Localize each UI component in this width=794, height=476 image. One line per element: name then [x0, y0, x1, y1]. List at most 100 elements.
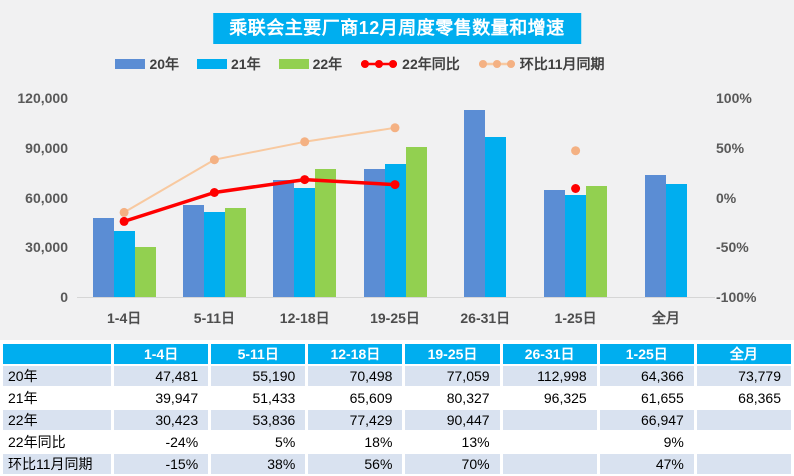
row-label: 22年同比 [3, 432, 111, 452]
table-cell: 80,327 [405, 388, 500, 408]
table-row-22年同比: 22年同比 -24% 5% 18% 13% 9% [3, 432, 791, 452]
green-series-swatch [278, 59, 309, 69]
table-header-cell: 12-18日 [308, 344, 403, 364]
x-axis-label: 12-18日 [279, 310, 330, 326]
blue-series-swatch [115, 59, 146, 69]
table-header-cell: 5-11日 [211, 344, 306, 364]
bar-21年-1-25日 [565, 194, 587, 297]
y-axis-left-tick: 90,000 [25, 139, 68, 156]
bar-20年-1-4日 [92, 218, 114, 297]
legend-item-22年同比: 22年同比 [360, 54, 460, 74]
table-cell: 30,423 [114, 410, 209, 430]
table-header-cell: 1-25日 [599, 344, 694, 364]
y-axis-right-tick: 50% [716, 139, 745, 156]
table-cell: 47,481 [114, 366, 209, 386]
table-header-cell: 26-31日 [502, 344, 597, 364]
x-axis-label: 26-31日 [460, 310, 511, 326]
chart-section: 乘联会主要厂商12月周度零售数量和增速 20年 21年 22年 22年同比 环比11月同… [0, 0, 794, 340]
table-cell: 73,779 [696, 366, 791, 386]
table-cell: 39,947 [114, 388, 209, 408]
x-axis-label: 1-25日 [554, 310, 597, 326]
row-label: 20年 [3, 366, 111, 386]
table-cell: 77,059 [405, 366, 500, 386]
red-line-swatch [361, 60, 398, 68]
y-axis-right-tick: -100% [716, 289, 757, 305]
table-cell: 65,609 [308, 388, 403, 408]
bar-20年-5-11日 [182, 205, 204, 297]
bar-21年-19-25日 [384, 163, 406, 297]
table-cell: 90,447 [405, 410, 500, 430]
table-header-cell: 19-25日 [405, 344, 500, 364]
y-axis-right-tick: 100% [716, 90, 752, 106]
table-cell [696, 410, 791, 430]
legend-item-20年: 20年 [115, 54, 179, 74]
table-row-环比11月同期: 环比11月同期 -15% 38% 56% 70% 47% [3, 454, 791, 474]
table-cell: 70% [405, 454, 500, 474]
y-axis-left-tick: 60,000 [25, 189, 68, 206]
bar-22年-1-4日 [134, 246, 156, 297]
bar-21年-5-11日 [203, 211, 225, 297]
peach-line-swatch [478, 60, 515, 68]
y-axis-right-tick: 0% [716, 189, 737, 206]
y-axis-left-tick: 30,000 [25, 239, 68, 256]
y-axis-right-tick: -50% [716, 239, 749, 256]
table-cell: 112,998 [502, 366, 597, 386]
bar-20年-12-18日 [273, 180, 295, 297]
table-cell [502, 432, 597, 452]
row-label: 22年 [3, 410, 111, 430]
table-cell: 9% [599, 432, 694, 452]
legend-label: 21年 [231, 56, 261, 72]
table-header-row: 1-4日 5-11日 12-18日 19-25日 26-31日 1-25日 全月 [3, 344, 791, 364]
table-cell: 96,325 [502, 388, 597, 408]
chart-legend: 20年 21年 22年 22年同比 环比11月同期 [0, 54, 720, 74]
table-cell: 5% [211, 432, 306, 452]
y-axis-left-tick: 0 [60, 289, 68, 305]
table-cell [696, 454, 791, 474]
data-table: 1-4日 5-11日 12-18日 19-25日 26-31日 1-25日 全月 20年 47… [0, 342, 794, 476]
bar-22年-19-25日 [405, 147, 427, 297]
table-cell: 47% [599, 454, 694, 474]
table-cell: 61,655 [599, 388, 694, 408]
table-row-21年: 21年 39,947 51,433 65,609 80,327 96,325 61,655 6… [3, 388, 791, 408]
table-header-cell [3, 344, 111, 364]
table-row-20年: 20年 47,481 55,190 70,498 77,059 112,998 64,366… [3, 366, 791, 386]
x-axis-label: 5-11日 [193, 310, 236, 326]
table-cell: 38% [211, 454, 306, 474]
bar-21年-1-4日 [113, 230, 135, 297]
x-axis-label: 1-4日 [107, 310, 142, 326]
table-cell: 77,429 [308, 410, 403, 430]
x-axis-line [77, 297, 715, 298]
table-header-cell: 1-4日 [114, 344, 209, 364]
table-cell: 55,190 [211, 366, 306, 386]
legend-label: 20年 [149, 56, 180, 72]
table-cell: 70,498 [308, 366, 403, 386]
table-cell [696, 432, 791, 452]
bar-20年-1-25日 [544, 190, 566, 297]
y-axis-left-tick: 120,000 [17, 90, 68, 106]
table-cell [502, 410, 597, 430]
legend-item-22年: 22年 [278, 54, 343, 74]
table-cell: 13% [405, 432, 500, 452]
table-cell: 18% [308, 432, 403, 452]
bar-20年-全月 [644, 174, 666, 297]
legend-label: 22年 [312, 56, 343, 72]
table-cell: 64,366 [599, 366, 694, 386]
bar-20年-19-25日 [363, 169, 385, 297]
row-label: 21年 [3, 388, 111, 408]
x-axis-label: 19-25日 [370, 310, 420, 326]
legend-label: 22年同比 [402, 56, 460, 72]
table-cell: -15% [114, 454, 209, 474]
chart-title: 乘联会主要厂商12月周度零售数量和增速 [213, 13, 581, 44]
table-cell: 56% [308, 454, 403, 474]
bar-21年-12-18日 [294, 188, 316, 297]
bar-21年-全月 [665, 183, 687, 297]
cyan-series-swatch [197, 59, 228, 69]
bar-20年-26-31日 [464, 109, 486, 297]
table-cell: 53,836 [211, 410, 306, 430]
legend-item-环比11月同期: 环比11月同期 [478, 54, 605, 74]
table-cell: 68,365 [696, 388, 791, 408]
table-cell [502, 454, 597, 474]
legend-label: 环比11月同期 [519, 56, 605, 72]
bar-22年-5-11日 [224, 207, 246, 297]
